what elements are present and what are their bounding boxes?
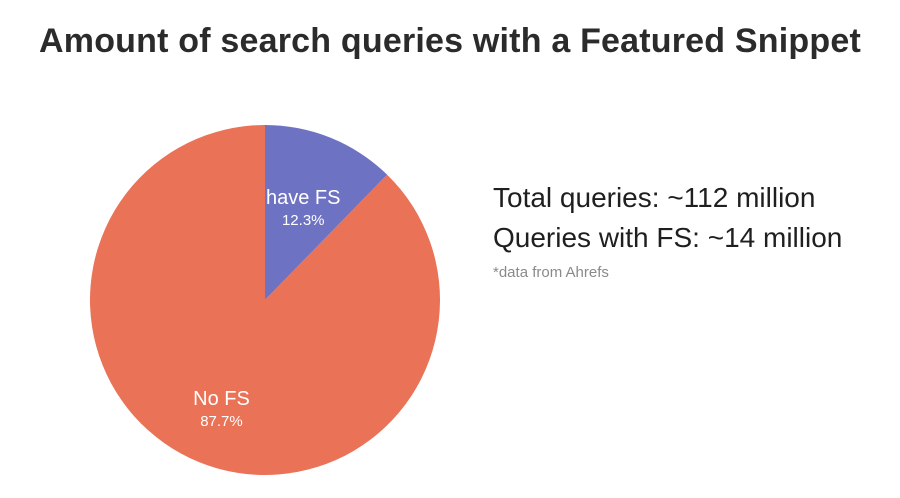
slice-value-no-fs: 87.7%	[200, 413, 243, 430]
pie-chart: have FS 12.3% No FS 87.7%	[85, 120, 445, 480]
chart-title: Amount of search queries with a Featured…	[39, 22, 861, 60]
pie-chart-svg: have FS 12.3% No FS 87.7%	[89, 125, 440, 475]
slice-label-have-fs: have FS	[266, 187, 340, 209]
pie-slice-have-fs	[265, 125, 388, 300]
slice-value-have-fs: 12.3%	[282, 212, 325, 229]
source-note: *data from Ahrefs	[493, 264, 609, 281]
queries-with-fs-text: Queries with FS: ~14 million	[493, 222, 843, 253]
slice-label-no-fs: No FS	[193, 388, 250, 410]
stats-panel: Total queries: ~112 million Queries with…	[493, 178, 842, 281]
pie-slice-no-fs	[89, 125, 440, 475]
total-queries-text: Total queries: ~112 million	[493, 182, 816, 213]
